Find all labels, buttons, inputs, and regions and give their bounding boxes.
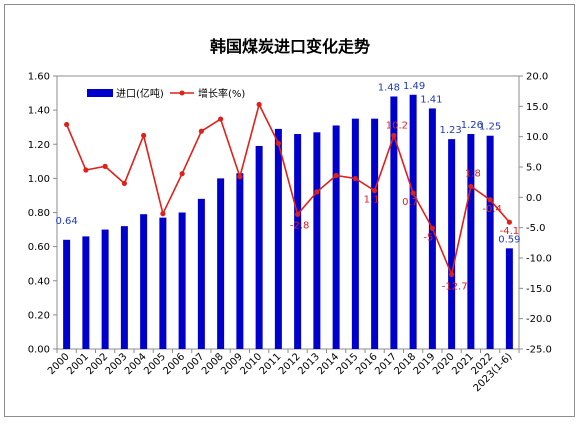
legend: 进口(亿吨) 增长率(%)	[87, 87, 245, 100]
right-axis-tick-label: -20.0	[526, 314, 552, 325]
chart-title: 韩国煤炭进口变化走势	[210, 37, 370, 56]
left-axis-tick-label: 1.00	[28, 174, 50, 185]
right-axis-tick-label: 5.0	[526, 163, 542, 174]
bar	[505, 248, 513, 349]
growth-point	[64, 121, 70, 128]
growth-point	[429, 225, 435, 231]
growth-data-label: 10.2	[386, 120, 408, 131]
bar-data-label: 1.25	[479, 122, 501, 133]
left-axis-tick-label: 0.00	[28, 345, 50, 356]
growth-point	[410, 190, 416, 196]
legend-label-line: 增长率(%)	[198, 87, 245, 100]
growth-data-label: -0.4	[482, 204, 502, 215]
growth-point	[160, 211, 166, 217]
bar-data-label: 1.23	[439, 125, 461, 136]
bar	[120, 226, 128, 349]
growth-point	[141, 132, 147, 139]
growth-point	[468, 183, 474, 190]
growth-data-label: -5	[423, 232, 433, 243]
growth-point	[314, 189, 320, 195]
growth-point	[218, 116, 224, 122]
growth-data-label: 1.8	[465, 168, 481, 179]
growth-point	[506, 219, 512, 225]
bar	[390, 96, 398, 349]
line-series: -2.8 1.1 10.2 0.7 -5 -12.7 1.8 -0.4 -4.1	[64, 101, 520, 292]
bar	[467, 134, 475, 349]
left-axis-tick-label: 1.20	[28, 140, 50, 151]
growth-point	[333, 172, 339, 179]
right-axis-tick-label: -15.0	[526, 284, 552, 295]
right-axis-tick-label: 0.0	[526, 193, 542, 204]
left-axis-tick-label: 0.60	[28, 242, 50, 253]
bar	[217, 178, 225, 349]
bar	[82, 236, 90, 349]
growth-data-label: 1.1	[364, 195, 380, 206]
growth-point	[275, 140, 281, 146]
growth-point	[352, 175, 358, 182]
bar	[409, 94, 417, 349]
chart-frame	[4, 4, 575, 417]
bar-data-label: 1.41	[420, 94, 442, 105]
bar	[159, 217, 167, 349]
bar	[63, 239, 71, 349]
left-axis-tick-label: 0.40	[28, 276, 50, 287]
bar	[313, 132, 321, 349]
bar	[294, 134, 302, 349]
growth-line	[65, 102, 511, 278]
bar-series: 0.64 1.48 1.49 1.41 1.231.261.25 0.59	[55, 81, 521, 349]
bar	[274, 128, 282, 349]
growth-point	[179, 171, 185, 177]
bar-data-label: 0.59	[498, 234, 520, 245]
right-axis-tick-label: 20.0	[526, 72, 548, 83]
legend-swatch-bars	[87, 89, 113, 97]
bar	[332, 125, 340, 349]
bar	[255, 145, 263, 349]
left-axis-tick-label: 1.60	[28, 72, 50, 83]
bar	[140, 214, 148, 349]
growth-point	[121, 180, 127, 186]
bar-data-label: 1.49	[403, 81, 425, 92]
growth-point	[391, 132, 397, 139]
growth-data-label: -2.8	[290, 220, 310, 231]
growth-point	[256, 101, 262, 108]
bar-data-label: 1.26	[461, 120, 483, 131]
bar	[178, 212, 186, 349]
bar	[101, 229, 109, 349]
left-axis-tick-label: 1.40	[28, 106, 50, 117]
growth-point	[102, 163, 108, 169]
right-axis-tick-label: -10.0	[526, 254, 552, 265]
legend-swatch-marker	[179, 90, 185, 96]
bar	[351, 118, 359, 349]
right-axis-tick-label: -25.0	[526, 345, 552, 356]
growth-point	[198, 128, 204, 134]
right-axis-tick-label: 15.0	[526, 102, 548, 113]
growth-point	[372, 188, 378, 194]
growth-data-label: -4.1	[500, 226, 520, 237]
right-axis-tick-label: 10.0	[526, 132, 548, 143]
growth-data-label: -12.7	[442, 281, 468, 292]
growth-point	[295, 211, 301, 217]
bar	[236, 173, 244, 349]
right-axis-tick-label: -5.0	[526, 223, 546, 234]
growth-point	[449, 271, 455, 277]
growth-data-label: 0.7	[402, 197, 418, 208]
growth-point	[237, 174, 243, 180]
bar-data-label: 1.48	[378, 82, 400, 93]
bar	[197, 198, 205, 349]
growth-point	[487, 197, 493, 203]
bar	[448, 139, 456, 349]
left-axis-tick-label: 0.20	[28, 310, 50, 321]
left-axis-tick-label: 0.80	[28, 208, 50, 219]
bar	[486, 135, 494, 349]
legend-label-bars: 进口(亿吨)	[116, 87, 164, 100]
bar-data-label: 0.64	[55, 216, 77, 227]
bar	[371, 118, 379, 349]
growth-point	[83, 167, 89, 173]
